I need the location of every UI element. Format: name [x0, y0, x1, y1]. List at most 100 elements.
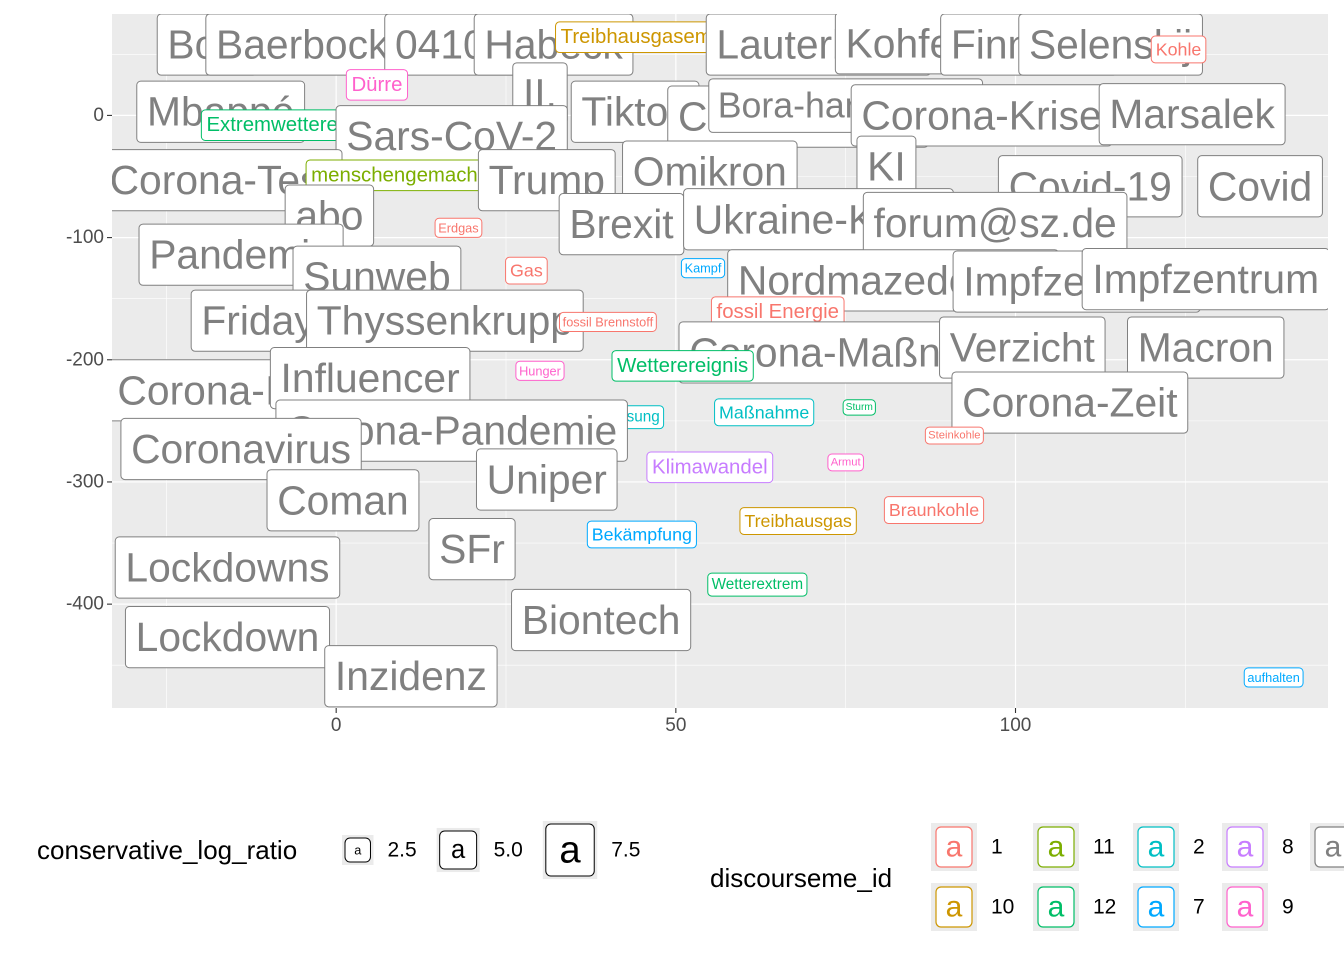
- data-label-text: Wetterextrem: [712, 576, 804, 593]
- size-legend-label: 7.5: [611, 839, 640, 862]
- data-label-box: [558, 311, 657, 332]
- data-label-text: Maßnahme: [719, 402, 809, 422]
- data-label-box: [114, 536, 341, 599]
- data-label-box: [120, 417, 362, 481]
- data-label: Coronavirus: [120, 417, 362, 481]
- data-label-box: [739, 507, 857, 535]
- data-label: Wetterextrem: [707, 572, 808, 597]
- data-label-box: [515, 360, 565, 381]
- data-label-text: Coronavirus: [131, 426, 351, 472]
- size-legend-label: 5.0: [494, 839, 523, 862]
- color-legend-glyph: a: [1048, 831, 1065, 864]
- data-label: Inzidenz: [324, 645, 498, 708]
- data-label-text: fossil Energie: [717, 301, 839, 323]
- color-legend-key: [1226, 886, 1264, 928]
- color-legend-key: [1314, 826, 1344, 868]
- data-label-text: Klimawandel: [652, 456, 768, 478]
- data-label-text: aufhalten: [1247, 670, 1299, 685]
- data-label: Coman: [266, 469, 420, 532]
- color-legend-label: 12: [1093, 896, 1116, 919]
- color-legend-key: [1137, 886, 1175, 928]
- data-label-text: Corona-Krise: [861, 92, 1101, 138]
- data-label: Biontech: [511, 588, 692, 652]
- data-label-box: [646, 451, 774, 484]
- data-label: Baerbock: [205, 14, 400, 76]
- data-label-text: Armut: [831, 456, 862, 468]
- color-legend-label: 1: [991, 836, 1003, 859]
- data-label: Verzicht: [939, 316, 1106, 379]
- data-label-box: [883, 496, 985, 524]
- x-tick-label: 50: [665, 715, 686, 736]
- data-label-text: Kampf: [685, 261, 722, 276]
- color-legend-key: [935, 886, 973, 928]
- data-label-text: KI: [867, 144, 906, 190]
- data-label-text: Lockdown: [136, 614, 320, 660]
- color-legend-key: [1137, 826, 1175, 868]
- y-tick-label: -300: [66, 471, 104, 492]
- data-label-text: Impfzentrum: [1092, 256, 1319, 302]
- data-label: KI: [856, 135, 917, 198]
- data-label-text: SFr: [439, 526, 505, 572]
- color-legend-label: 2: [1193, 836, 1205, 859]
- data-label-box: [345, 69, 409, 101]
- data-label: Gas: [505, 256, 548, 285]
- color-legend-key: [1037, 886, 1075, 928]
- size-legend-glyph: a: [451, 836, 466, 864]
- data-label-text: Corona-Zeit: [962, 380, 1178, 426]
- data-label: Corona-Krise: [850, 84, 1113, 147]
- data-label: Thyssenkrupp: [306, 289, 584, 352]
- color-legend-key: [1226, 826, 1264, 868]
- data-label: Braunkohle: [883, 496, 985, 524]
- data-label: Sturm: [842, 399, 876, 416]
- y-tick-label: 0: [93, 105, 104, 126]
- data-label-box: [707, 572, 808, 597]
- x-tick-label: 0: [331, 715, 342, 736]
- size-legend-key: [439, 830, 478, 870]
- data-label-box: [611, 350, 754, 382]
- data-label-text: Inzidenz: [335, 653, 487, 699]
- data-label: Steinkohle: [924, 426, 984, 445]
- data-label-text: Biontech: [522, 597, 681, 643]
- data-label: Erdgas: [434, 217, 483, 238]
- data-label-text: Steinkohle: [928, 430, 980, 442]
- data-label-text: Covid: [1208, 163, 1312, 209]
- color-legend-glyph: a: [1148, 831, 1165, 864]
- data-label-box: [324, 645, 498, 708]
- data-label-text: Treibhausgas: [744, 511, 852, 531]
- size-legend-glyph: a: [559, 829, 581, 872]
- data-label: Dürre: [345, 69, 409, 101]
- data-label: Covid: [1197, 155, 1323, 218]
- data-label-text: Kohle: [1156, 39, 1202, 59]
- data-label: Brexit: [558, 193, 685, 256]
- data-label-text: Influencer: [281, 355, 460, 401]
- color-legend-label: 7: [1193, 896, 1205, 919]
- data-label-box: [1197, 155, 1323, 218]
- data-label-text: Omikron: [633, 149, 787, 195]
- legend: conservative_log_ratio a 2.5 a 5.0 a 7.5discou…: [37, 820, 1344, 931]
- data-label-box: [680, 258, 726, 279]
- data-label-box: [434, 217, 483, 238]
- text-labels: BolsBaerbock04107HabeckTreibhausgasemiss…: [112, 14, 1328, 708]
- data-label-text: fossil Brennstoff: [563, 314, 654, 329]
- color-legend-glyph: a: [946, 891, 963, 924]
- data-label: Kampf: [680, 258, 726, 279]
- data-label-box: [586, 520, 697, 549]
- data-label-text: Gas: [510, 261, 543, 281]
- data-label-text: Thyssenkrupp: [317, 298, 573, 344]
- color-legend-title: discourseme_id: [710, 863, 892, 893]
- data-label: Lockdown: [124, 606, 331, 669]
- data-label-box: [475, 448, 618, 511]
- data-label: Wetterereignis: [611, 350, 754, 382]
- data-label-box: [124, 606, 331, 669]
- data-label: Kohle: [1150, 35, 1207, 64]
- data-label-box: [1098, 83, 1286, 146]
- axes: 0 50 100 0 -100 -200 -300 -400: [66, 105, 1031, 736]
- data-label-box: [511, 588, 692, 652]
- data-label: Armut: [827, 453, 864, 472]
- data-label-box: [1127, 316, 1285, 379]
- data-label-text: Lockdowns: [125, 544, 329, 590]
- data-label: Corona-Zeit: [951, 371, 1189, 434]
- data-label-box: [1081, 248, 1328, 311]
- data-label: Uniper: [475, 448, 618, 511]
